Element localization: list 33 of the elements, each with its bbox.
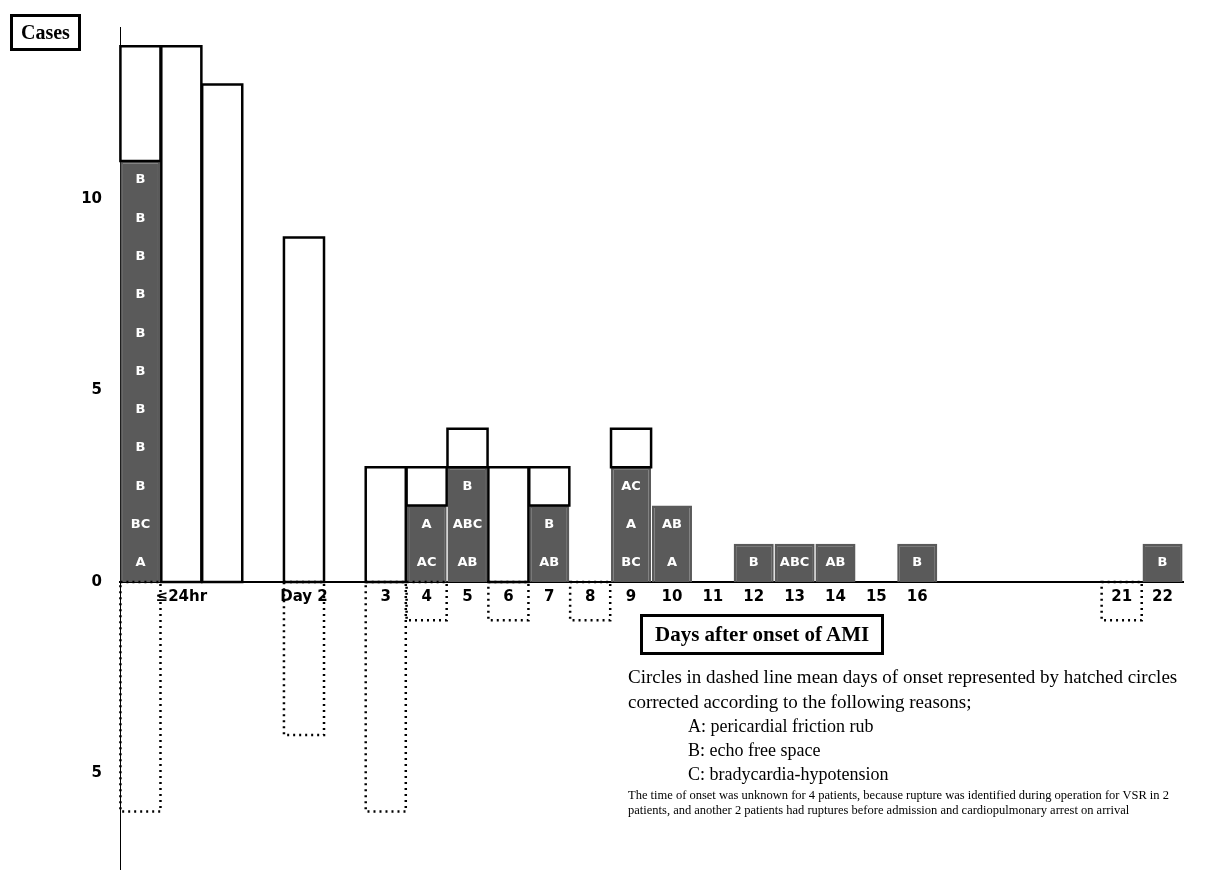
data-label: B — [748, 554, 759, 570]
data-label: B — [1157, 554, 1168, 570]
y-tick-label: 10 — [81, 189, 102, 208]
y-tick-label: 5 — [91, 380, 102, 399]
x-tick-label: 21 — [1111, 586, 1133, 605]
data-label: ABC — [779, 554, 810, 570]
x-tick-label: 22 — [1152, 586, 1173, 605]
x-tick-label: 10 — [661, 586, 683, 605]
x-tick-label: 8 — [584, 586, 596, 605]
annotation: B: echo free space — [687, 739, 822, 762]
x-tick-label: 15 — [865, 586, 887, 605]
x-tick-label: 5 — [462, 586, 473, 605]
annotation: The time of onset was unknown for 4 patients, because rupture was identified during operation for VSR in 2 patients, and another 2 patients had ruptures before admission and cardiopulmonary arrest on arrival — [628, 788, 1170, 818]
y-tick-label: 0 — [91, 571, 102, 590]
x-tick-label: 12 — [743, 586, 765, 605]
annotation: A: pericardial friction rub — [687, 715, 875, 738]
x-tick-label: 14 — [825, 586, 846, 605]
annotation: C: bradycardia-hypotension — [687, 763, 890, 786]
x-tick-label: 3 — [380, 586, 391, 605]
x-tick-label: 6 — [503, 586, 514, 605]
x-tick-label: 9 — [625, 586, 637, 605]
x-tick-label: 16 — [906, 586, 928, 605]
x-tick-label: ≤24hr — [155, 586, 208, 605]
x-axis-title: Days after onset of AMI — [640, 614, 885, 655]
y-axis-title: Cases — [10, 14, 81, 51]
x-tick-label: 4 — [421, 586, 432, 605]
data-label: AB — [825, 554, 846, 570]
x-tick-label: 7 — [544, 586, 555, 605]
y-tick-label: 5 — [91, 763, 102, 782]
data-label: B — [912, 554, 923, 570]
x-tick-label: 13 — [784, 586, 806, 605]
annotation: Circles in dashed line mean days of onset represented by hatched circles corrected according to the following reasons; — [628, 665, 1179, 714]
x-tick-label: 11 — [702, 586, 724, 605]
